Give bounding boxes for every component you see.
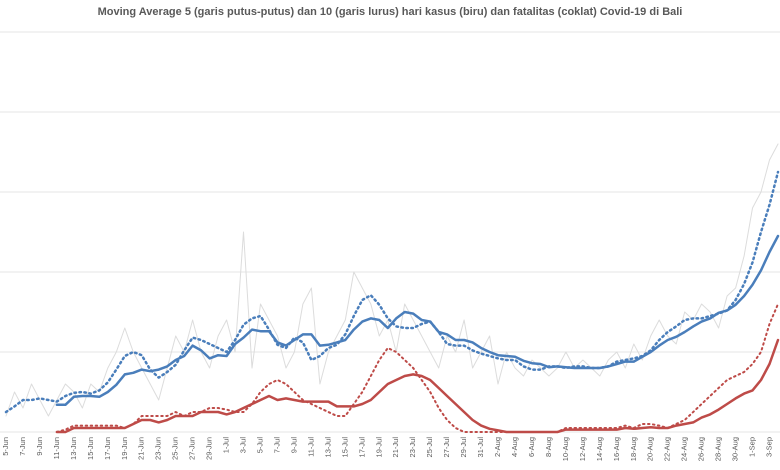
x-tick-label: 1-Jul bbox=[222, 437, 231, 454]
x-tick-label: 3-Jul bbox=[239, 437, 248, 454]
x-tick-label: 5-Jul bbox=[255, 437, 264, 454]
series-line bbox=[55, 303, 779, 433]
x-tick-label: 1-Sep bbox=[748, 437, 757, 457]
x-tick-label: 17-Jun bbox=[103, 437, 112, 460]
x-tick-label: 8-Aug bbox=[544, 437, 553, 457]
x-tick-label: 13-Jul bbox=[323, 437, 332, 458]
x-tick-label: 25-Jun bbox=[171, 437, 180, 460]
x-tick-label: 17-Jul bbox=[357, 437, 366, 458]
x-tick-label: 7-Jun bbox=[18, 437, 27, 456]
x-tick-label: 10-Aug bbox=[561, 437, 570, 461]
x-tick-label: 12-Aug bbox=[578, 437, 587, 461]
x-tick-label: 20-Aug bbox=[646, 437, 655, 461]
x-tick-label: 21-Jul bbox=[391, 437, 400, 458]
x-tick-label: 31-Jul bbox=[476, 437, 485, 458]
x-tick-label: 15-Jul bbox=[340, 437, 349, 458]
series-line bbox=[55, 338, 780, 434]
x-tick-label: 26-Aug bbox=[697, 437, 706, 461]
x-tick-label: 5-Jun bbox=[1, 437, 10, 456]
series-line bbox=[55, 234, 780, 407]
chart-title: Moving Average 5 (garis putus-putus) dan… bbox=[98, 6, 683, 18]
x-tick-label: 11-Jul bbox=[306, 437, 315, 457]
x-tick-label: 4-Aug bbox=[510, 437, 519, 457]
x-tick-label: 9-Jul bbox=[289, 437, 298, 454]
x-tick-label: 30-Aug bbox=[731, 437, 740, 461]
x-tick-label: 15-Jun bbox=[86, 437, 95, 460]
x-tick-label: 29-Jun bbox=[205, 437, 214, 460]
x-tick-label: 19-Jul bbox=[374, 437, 383, 458]
x-tick-label: 13-Jun bbox=[69, 437, 78, 460]
x-tick-label: 2-Aug bbox=[493, 437, 502, 457]
x-tick-label: 21-Jun bbox=[137, 437, 146, 460]
x-tick-label: 28-Aug bbox=[714, 437, 723, 461]
x-tick-label: 23-Jun bbox=[154, 437, 163, 460]
x-tick-label: 22-Aug bbox=[663, 437, 672, 461]
x-tick-label: 6-Aug bbox=[527, 437, 536, 457]
series-line bbox=[5, 143, 779, 417]
x-tick-label: 27-Jul bbox=[442, 437, 451, 458]
x-tick-label: 23-Jul bbox=[408, 437, 417, 458]
x-tick-label: 9-Jun bbox=[35, 437, 44, 456]
x-tick-label: 18-Aug bbox=[629, 437, 638, 461]
x-tick-label: 14-Aug bbox=[595, 437, 604, 461]
series-line bbox=[4, 170, 780, 414]
x-tick-label: 24-Aug bbox=[680, 437, 689, 461]
x-tick-label: 25-Jul bbox=[425, 437, 434, 458]
x-tick-label: 3-Sep bbox=[765, 437, 774, 457]
x-tick-label: 16-Aug bbox=[612, 437, 621, 461]
x-tick-label: 29-Jul bbox=[459, 437, 468, 458]
x-tick-label: 7-Jul bbox=[272, 437, 281, 454]
x-tick-label: 19-Jun bbox=[120, 437, 129, 460]
x-tick-label: 11-Jun bbox=[52, 437, 61, 459]
x-tick-label: 27-Jun bbox=[188, 437, 197, 460]
